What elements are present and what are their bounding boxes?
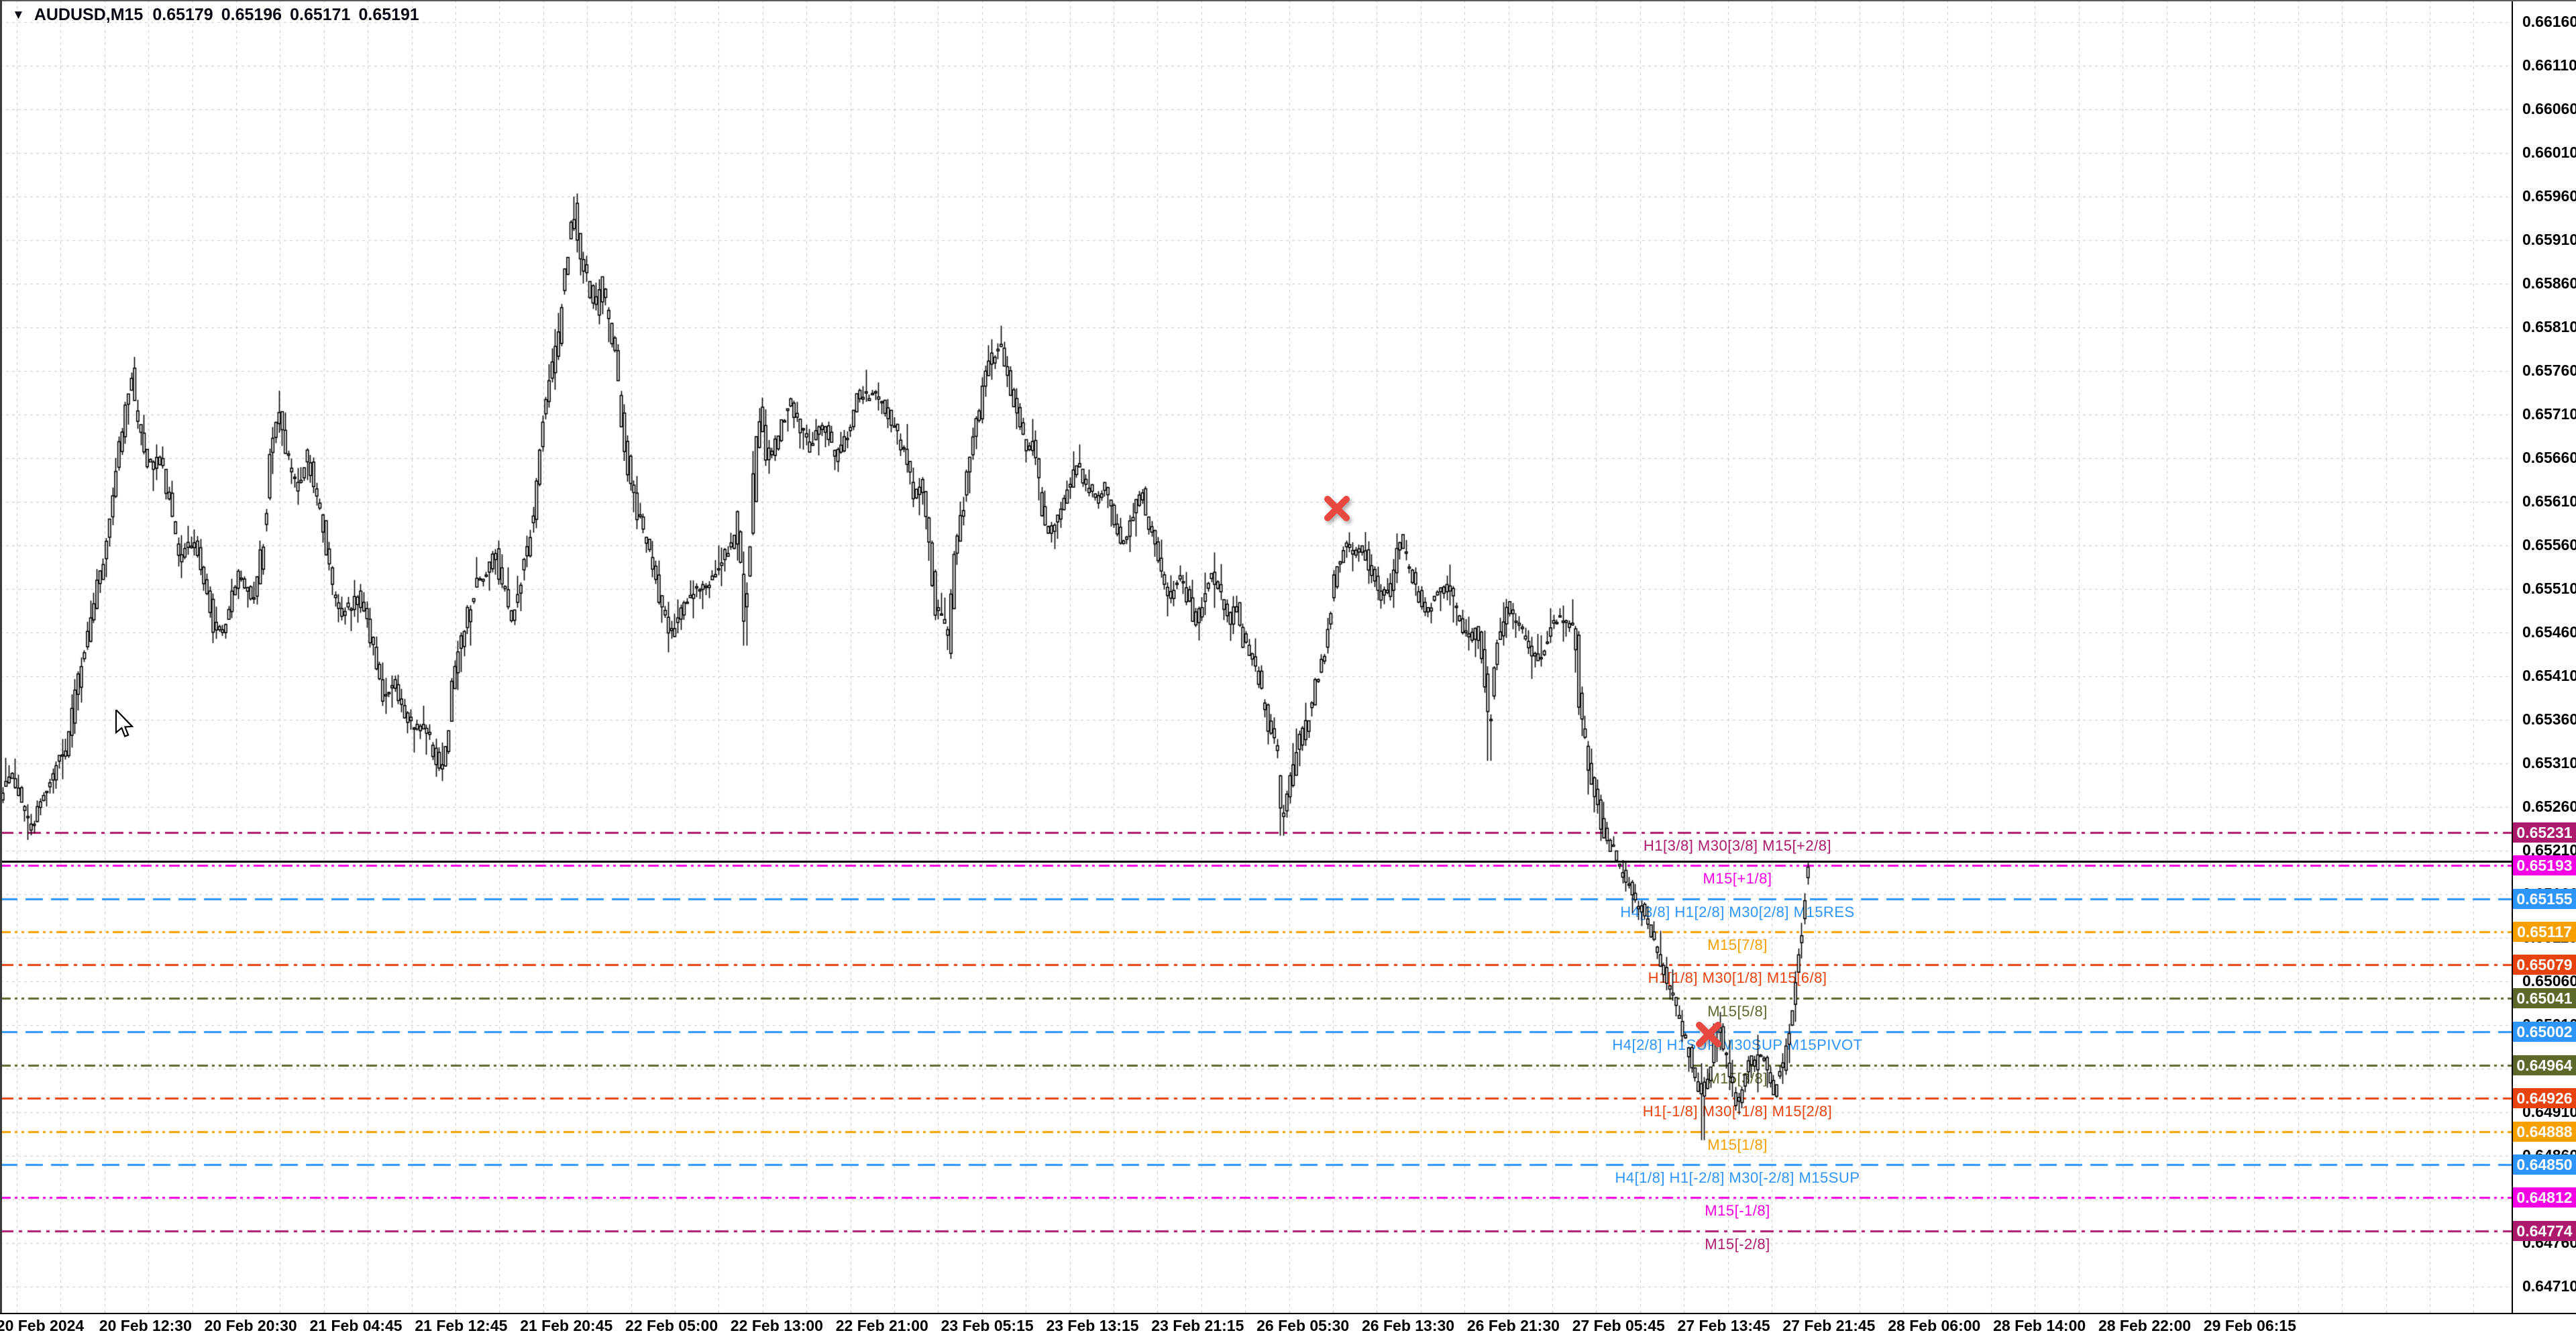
price-tick-label: 0.66160 (2522, 13, 2576, 30)
price-tick-label: 0.65610 (2522, 492, 2576, 510)
price-tick-label: 0.65560 (2522, 536, 2576, 553)
time-tick-label: 22 Feb 13:00 (730, 1317, 823, 1334)
price-level-badge: 0.64812 (2513, 1187, 2576, 1208)
time-tick-label: 27 Feb 05:45 (1572, 1317, 1665, 1334)
chart-title: ▼ AUDUSD,M15 0.65179 0.65196 0.65171 0.6… (12, 5, 419, 25)
time-tick-label: 20 Feb 12:30 (99, 1317, 192, 1334)
price-tick-label: 0.65360 (2522, 710, 2576, 728)
price-level-badge: 0.64850 (2513, 1155, 2576, 1175)
time-tick-label: 22 Feb 05:00 (625, 1317, 718, 1334)
time-tick-label: 20 Feb 20:30 (204, 1317, 297, 1334)
time-tick-label: 23 Feb 13:15 (1046, 1317, 1139, 1334)
time-tick-label: 28 Feb 22:00 (2098, 1317, 2192, 1334)
ohlc-values: 0.65179 0.65196 0.65171 0.65191 (152, 5, 419, 25)
time-tick-label: 23 Feb 21:15 (1151, 1317, 1244, 1334)
price-tick-label: 0.65760 (2522, 362, 2576, 379)
time-tick-label: 27 Feb 13:45 (1677, 1317, 1770, 1334)
price-tick-label: 0.66110 (2522, 56, 2576, 74)
low-value: 0.65171 (290, 5, 351, 24)
open-value: 0.65179 (152, 5, 213, 24)
time-tick-label: 20 Feb 2024 (0, 1317, 85, 1334)
price-tick-label: 0.65510 (2522, 580, 2576, 597)
price-level-badge: 0.65231 (2513, 822, 2576, 843)
price-tick-label: 0.65660 (2522, 449, 2576, 466)
price-axis-separator (2512, 0, 2513, 1313)
price-tick-label: 0.65310 (2522, 754, 2576, 771)
price-tick-label: 0.65960 (2522, 187, 2576, 205)
time-tick-label: 27 Feb 21:45 (1782, 1317, 1876, 1334)
price-level-badge: 0.65041 (2513, 987, 2576, 1008)
price-level-badge: 0.65002 (2513, 1022, 2576, 1042)
price-tick-label: 0.65460 (2522, 623, 2576, 641)
price-tick-label: 0.65060 (2522, 972, 2576, 989)
price-level-badge: 0.65079 (2513, 955, 2576, 975)
price-tick-label: 0.65710 (2522, 405, 2576, 423)
time-tick-label: 26 Feb 05:30 (1256, 1317, 1350, 1334)
price-level-badge: 0.64774 (2513, 1220, 2576, 1241)
price-tick-label: 0.65410 (2522, 667, 2576, 684)
high-value: 0.65196 (221, 5, 282, 24)
price-tick-label: 0.65860 (2522, 274, 2576, 292)
symbol-label: AUDUSD,M15 (34, 5, 144, 24)
price-level-badge: 0.64926 (2513, 1088, 2576, 1109)
time-tick-label: 21 Feb 12:45 (415, 1317, 508, 1334)
price-axis[interactable]: 0.66160 0.66110 0.66060 0.66010 0.65960 0.659… (2513, 0, 2576, 1313)
time-tick-label: 29 Feb 06:15 (2203, 1317, 2296, 1334)
time-tick-label: 21 Feb 04:45 (309, 1317, 402, 1334)
time-tick-label: 28 Feb 14:00 (1993, 1317, 2086, 1334)
time-tick-label: 22 Feb 21:00 (835, 1317, 928, 1334)
price-level-badge: 0.64888 (2513, 1121, 2576, 1142)
time-tick-label: 23 Feb 05:15 (941, 1317, 1034, 1334)
price-level-badge: 0.65155 (2513, 888, 2576, 909)
price-level-badge: 0.65193 (2513, 855, 2576, 876)
symbol-dropdown-icon[interactable]: ▼ (12, 8, 25, 22)
time-axis[interactable]: 20 Feb 2024 20 Feb 12:30 20 Feb 20:30 21 Fe… (0, 1314, 2576, 1339)
price-tick-label: 0.66010 (2522, 144, 2576, 161)
time-tick-label: 26 Feb 13:30 (1362, 1317, 1455, 1334)
price-tick-label: 0.65260 (2522, 798, 2576, 815)
price-tick-label: 0.64710 (2522, 1277, 2576, 1295)
time-tick-label: 28 Feb 06:00 (1888, 1317, 1981, 1334)
close-value: 0.65191 (358, 5, 419, 24)
price-tick-label: 0.65810 (2522, 318, 2576, 335)
price-tick-label: 0.66060 (2522, 100, 2576, 117)
mouse-cursor-icon (115, 710, 134, 738)
price-level-badge: 0.65117 (2513, 921, 2576, 942)
time-axis-separator (0, 1313, 2576, 1314)
price-level-badge: 0.64964 (2513, 1055, 2576, 1075)
window-top-border (0, 0, 2576, 1)
window-left-border (0, 0, 2, 1313)
price-tick-label: 0.65910 (2522, 231, 2576, 248)
time-tick-label: 21 Feb 20:45 (520, 1317, 613, 1334)
time-tick-label: 26 Feb 21:30 (1466, 1317, 1560, 1334)
